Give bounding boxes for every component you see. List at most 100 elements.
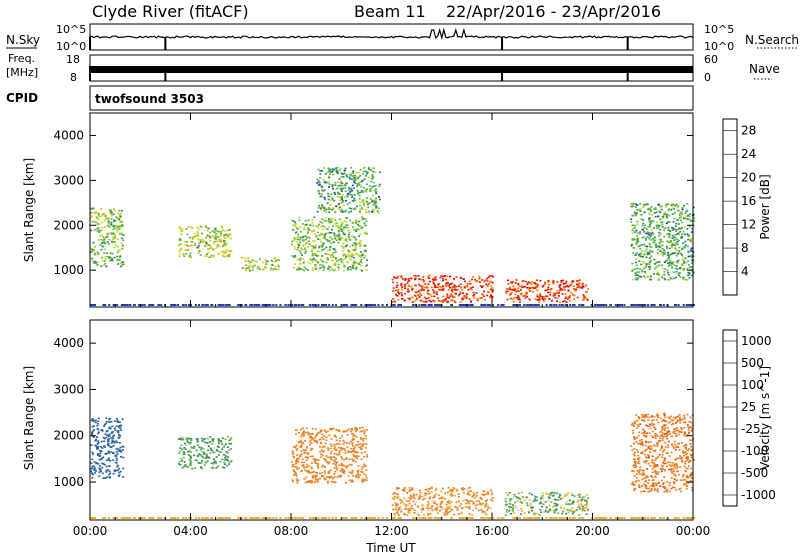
echo-cell [321, 189, 324, 192]
echo-cell [207, 449, 210, 452]
echo-cell [681, 248, 684, 250]
echo-cell [90, 229, 93, 232]
ground-cell [512, 304, 515, 306]
echo-cell [325, 436, 328, 439]
echo-cell [100, 238, 103, 241]
echo-cell [427, 275, 429, 278]
echo-cell [341, 464, 344, 466]
echo-cell [641, 261, 644, 263]
echo-cell [643, 460, 646, 463]
echo-cell [338, 227, 341, 229]
echo-cell [648, 237, 651, 239]
echo-cell [574, 290, 577, 292]
echo-cell [645, 263, 648, 265]
echo-cell [119, 446, 122, 449]
echo-cell [688, 427, 690, 429]
echo-cell [357, 472, 359, 474]
echo-cell [400, 502, 402, 504]
echo-cell [572, 512, 574, 515]
echo-cell [223, 244, 226, 247]
echo-cell [300, 450, 303, 452]
echo-cell [634, 206, 637, 208]
echo-cell [633, 466, 636, 469]
echo-cell [638, 469, 641, 471]
echo-cell [520, 491, 523, 494]
echo-cell [649, 451, 652, 453]
echo-cell [481, 294, 484, 296]
echo-cell [330, 242, 333, 244]
echo-cell [293, 245, 296, 248]
echo-cell [322, 190, 325, 193]
echo-cell [447, 487, 450, 489]
echo-cell [114, 219, 117, 222]
echo-cell [372, 181, 375, 184]
echo-cell [205, 241, 208, 243]
echo-cell [366, 455, 369, 458]
echo-cell [668, 431, 671, 433]
echo-cell [296, 457, 299, 460]
echo-cell [297, 267, 300, 270]
echo-cell [307, 465, 310, 467]
echo-cell [103, 252, 105, 254]
echo-cell [645, 265, 648, 268]
echo-cell [661, 251, 664, 254]
ground-cell [171, 304, 174, 306]
echo-cell [653, 241, 656, 243]
echo-cell [509, 286, 512, 288]
echo-cell [564, 286, 567, 288]
echo-cell [324, 261, 327, 264]
echo-cell [683, 233, 686, 236]
echo-cell [639, 466, 642, 469]
echo-cell [474, 504, 477, 507]
echo-cell [356, 190, 359, 192]
echo-cell [431, 289, 434, 291]
echo-cell [643, 266, 646, 268]
echo-cell [295, 472, 297, 475]
echo-cell [248, 268, 251, 271]
echo-cell [514, 505, 517, 507]
ground-cell [295, 304, 298, 306]
echo-cell [437, 283, 440, 286]
echo-cell [674, 243, 677, 246]
echo-cell [348, 479, 351, 482]
echo-cell [334, 182, 337, 184]
echo-cell [505, 511, 508, 513]
echo-cell [670, 244, 673, 247]
echo-cell [336, 195, 339, 198]
ground-cell [311, 304, 314, 306]
echo-cell [370, 169, 373, 171]
echo-cell [354, 208, 357, 211]
echo-cell [441, 507, 444, 509]
echo-cell [187, 454, 190, 456]
echo-cell [314, 267, 317, 269]
echo-cell [536, 513, 539, 515]
echo-cell [674, 244, 677, 247]
echo-cell [332, 251, 335, 254]
ground-cell [501, 304, 504, 306]
echo-cell [203, 453, 205, 455]
echo-cell [676, 249, 679, 252]
echo-cell [673, 277, 676, 280]
echo-cell [427, 490, 430, 492]
echo-cell [441, 275, 444, 278]
echo-cell [95, 462, 98, 464]
echo-cell [220, 225, 223, 228]
echo-cell [296, 258, 299, 261]
echo-cell [217, 438, 220, 440]
echo-cell [319, 445, 321, 448]
echo-cell [678, 246, 681, 249]
echo-cell [346, 175, 349, 178]
echo-cell [202, 457, 205, 459]
echo-cell [581, 284, 584, 286]
echo-cell [674, 474, 676, 476]
echo-cell [356, 185, 359, 187]
echo-cell [317, 227, 320, 229]
echo-cell [661, 439, 664, 441]
echo-cell [322, 445, 325, 448]
echo-cell [667, 271, 670, 274]
echo-cell [662, 274, 665, 276]
echo-cell [675, 219, 678, 221]
echo-cell [298, 219, 301, 222]
echo-cell [299, 236, 302, 239]
echo-cell [299, 439, 302, 442]
